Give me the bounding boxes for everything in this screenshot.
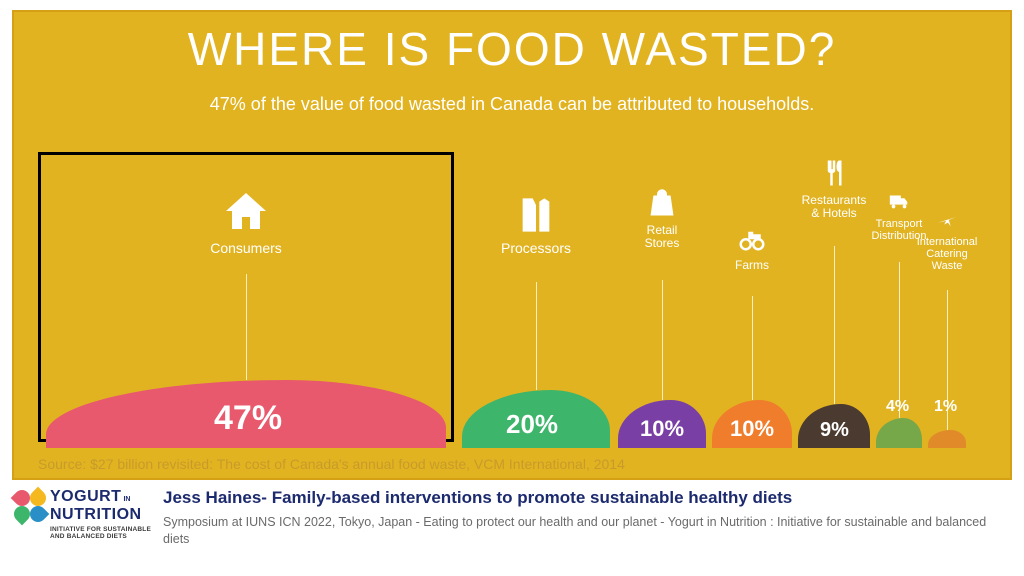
connector-line [246, 274, 247, 380]
logo-petals-icon [12, 488, 46, 522]
category-label: Restaurants & Hotels [802, 194, 867, 220]
logo-word-nutrition: NUTRITION [50, 506, 151, 524]
rest_hotel-icon [819, 158, 849, 188]
logo-text: YOGURT IN NUTRITION INITIATIVE FOR SUSTA… [50, 488, 151, 540]
footer-text-block: Jess Haines- Family-based interventions … [163, 488, 1012, 548]
category-percent: 4% [886, 398, 909, 416]
category-percent: 1% [934, 398, 957, 416]
category-label: International Catering Waste [917, 236, 978, 272]
infographic-subtitle: 47% of the value of food wasted in Canad… [14, 94, 1010, 115]
category-label: Processors [501, 241, 571, 256]
connector-line [752, 296, 753, 400]
consumers-icon [222, 187, 270, 235]
infographic-panel: WHERE IS FOOD WASTED? 47% of the value o… [12, 10, 1012, 480]
category-percent: 10% [640, 416, 684, 442]
category-intl: International Catering Waste1% [928, 192, 966, 448]
category-processors: Processors 20% [462, 176, 610, 448]
category-farms: Farms 10% [712, 192, 792, 448]
footer-subtitle: Symposium at IUNS ICN 2022, Tokyo, Japan… [163, 514, 1012, 548]
category-rest_hotel: Restaurants & Hotels 9% [798, 140, 870, 448]
logo-word-yogurt: YOGURT [50, 488, 121, 506]
footer: YOGURT IN NUTRITION INITIATIVE FOR SUSTA… [0, 480, 1024, 576]
category-label: Consumers [210, 241, 282, 256]
category-shape [928, 430, 966, 448]
processors-icon [516, 195, 556, 235]
chart-area: Consumers 47% Processors 20% Retail Stores 10… [14, 128, 1010, 448]
category-percent: 9% [820, 419, 849, 442]
page-root: WHERE IS FOOD WASTED? 47% of the value o… [0, 0, 1024, 576]
category-consumers: Consumers 47% [46, 176, 446, 448]
connector-line [662, 280, 663, 400]
category-transport: Transport Distribution4% [876, 162, 922, 448]
farms-icon [737, 223, 767, 253]
logo-word-in: IN [123, 496, 130, 503]
brand-logo: YOGURT IN NUTRITION INITIATIVE FOR SUSTA… [12, 488, 151, 540]
source-text: Source: $27 billion revisited: The cost … [38, 456, 625, 472]
footer-title: Jess Haines- Family-based interventions … [163, 488, 1012, 508]
intl-icon [936, 208, 958, 230]
transport-icon [888, 190, 910, 212]
category-retail: Retail Stores 10% [618, 170, 706, 448]
connector-line [899, 262, 900, 418]
connector-line [536, 282, 537, 390]
infographic-title: WHERE IS FOOD WASTED? [14, 22, 1010, 76]
retail-icon [647, 188, 677, 218]
category-percent: 47% [214, 399, 282, 438]
category-label: Retail Stores [645, 224, 680, 250]
logo-tagline: INITIATIVE FOR SUSTAINABLE AND BALANCED … [50, 526, 151, 540]
category-percent: 10% [730, 416, 774, 442]
category-shape [876, 418, 922, 448]
category-percent: 20% [506, 409, 558, 440]
connector-line [834, 246, 835, 404]
category-label: Farms [735, 259, 769, 272]
